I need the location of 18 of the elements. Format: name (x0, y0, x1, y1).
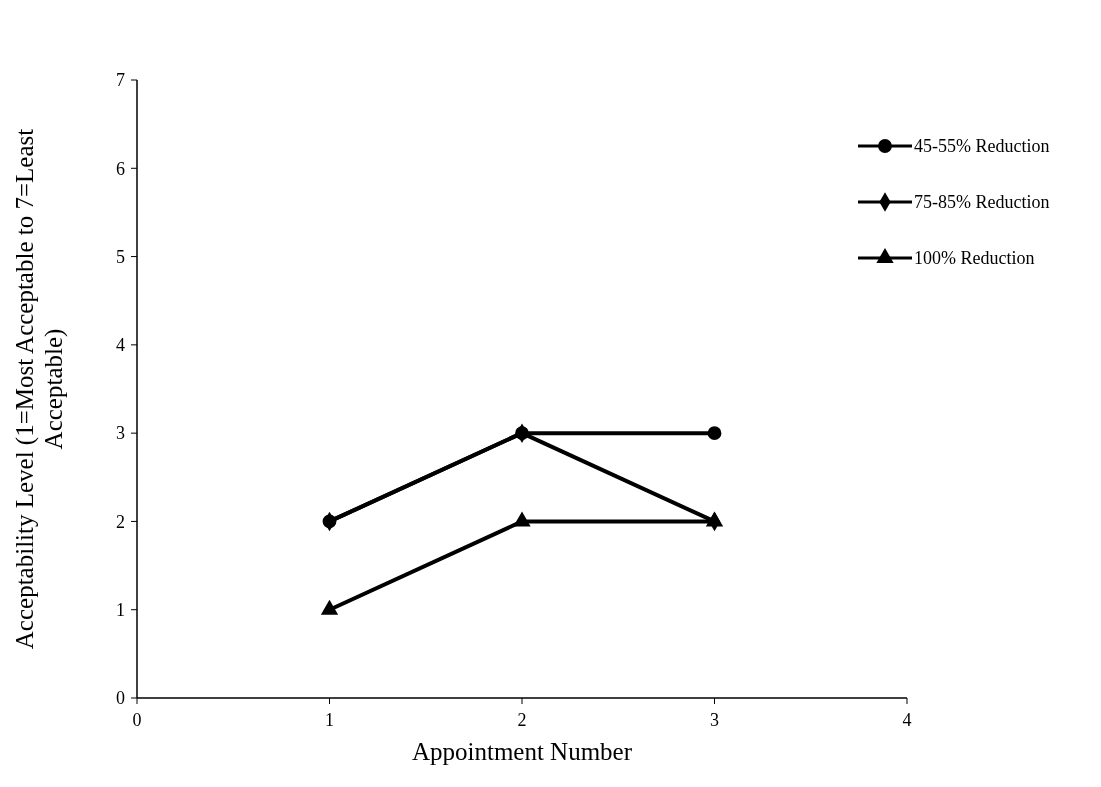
y-tick-label: 1 (116, 600, 125, 621)
x-tick-label: 4 (902, 710, 912, 730)
y-tick-label: 2 (116, 511, 125, 532)
y-tick-label: 7 (116, 70, 125, 91)
x-tick-label: 3 (710, 710, 719, 730)
x-tick-label: 0 (132, 710, 142, 730)
y-tick-label: 3 (116, 423, 125, 444)
x-tick-label: 1 (325, 710, 334, 730)
legend-label: 45-55% Reduction (914, 136, 1050, 157)
y-tick-label: 6 (116, 158, 125, 179)
legend-label: 75-85% Reduction (914, 192, 1050, 213)
y-tick-label: 0 (116, 688, 125, 709)
x-axis-title: Appointment Number (411, 738, 633, 765)
y-tick-label: 5 (116, 246, 125, 267)
y-tick-label: 4 (116, 335, 125, 356)
x-tick-label: 2 (517, 710, 527, 730)
legend-label: 100% Reduction (914, 248, 1035, 269)
y-axis-title: Acceptability Level (1=Most Acceptable to 7=Least Acceptable) (10, 127, 68, 652)
